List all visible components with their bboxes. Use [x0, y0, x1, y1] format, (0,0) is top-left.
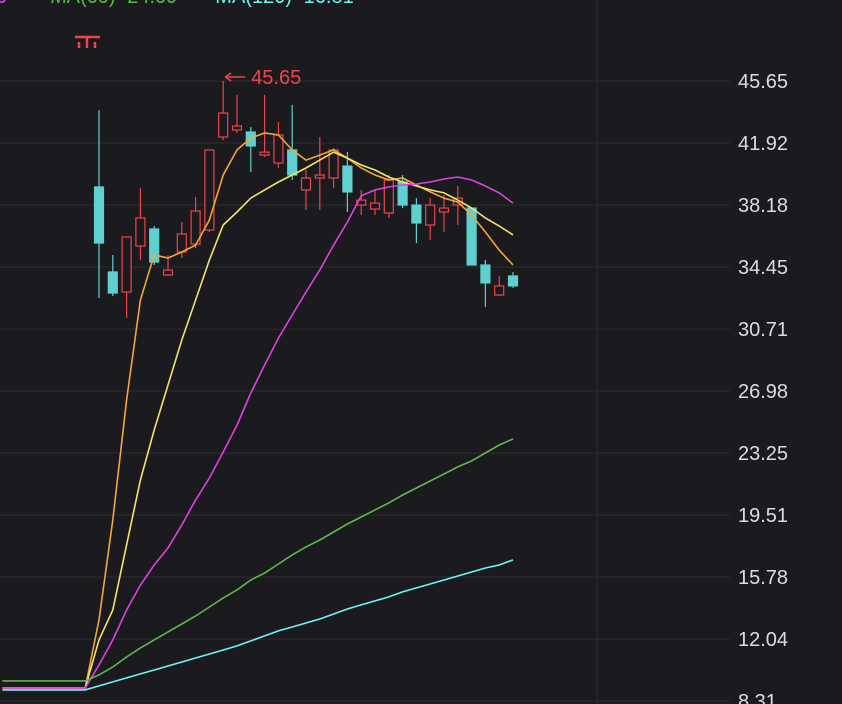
y-tick-label: 26.98 — [738, 381, 788, 403]
candle-body — [425, 204, 436, 226]
candle-body — [149, 228, 160, 263]
candle-body — [93, 186, 105, 244]
ma-line — [2, 176, 514, 689]
candle-body — [342, 165, 353, 193]
marker-icon — [75, 35, 100, 48]
y-tick-label: 23.25 — [738, 443, 788, 465]
y-tick-label: 15.78 — [738, 567, 788, 589]
candle-body — [218, 112, 229, 138]
y-tick-label: 34.45 — [738, 257, 788, 279]
candle-body — [507, 275, 519, 287]
legend-fragment: 0 — [0, 0, 7, 8]
y-tick-label: 38.18 — [738, 195, 788, 217]
candle-body — [121, 236, 132, 293]
candle-body — [107, 271, 118, 294]
y-tick-label: 41.92 — [738, 133, 788, 155]
candle-body — [356, 199, 367, 206]
candle-body — [176, 233, 187, 253]
candle-body — [480, 264, 491, 284]
legend-label: MA(60)=24.09 — [50, 0, 177, 8]
candle-body — [162, 269, 174, 276]
legend-label: MA(120)=16.81 — [215, 0, 353, 8]
candle-body — [135, 217, 146, 247]
y-tick-label: 8.31 — [738, 691, 777, 704]
annotation-label: 45.65 — [251, 67, 301, 89]
y-tick-label: 19.51 — [738, 505, 788, 527]
y-tick-label: 45.65 — [738, 71, 788, 93]
candle-body — [466, 207, 477, 266]
candle-body — [383, 179, 394, 214]
ma-line — [2, 559, 514, 691]
candle-body — [411, 204, 422, 224]
candle-body — [204, 149, 215, 231]
candle-body — [369, 202, 381, 210]
candle-body — [314, 174, 325, 179]
candle-body — [494, 285, 505, 296]
candle-body — [287, 149, 298, 176]
ma-line — [2, 438, 514, 682]
candle-body — [259, 151, 270, 156]
y-tick-label: 30.71 — [738, 319, 788, 341]
ma-line — [2, 132, 514, 689]
candle-body — [300, 177, 312, 191]
annotation-arrow — [224, 72, 246, 82]
candle-body — [231, 125, 243, 131]
candle-body — [438, 207, 450, 213]
y-tick-label: 12.04 — [738, 629, 788, 651]
